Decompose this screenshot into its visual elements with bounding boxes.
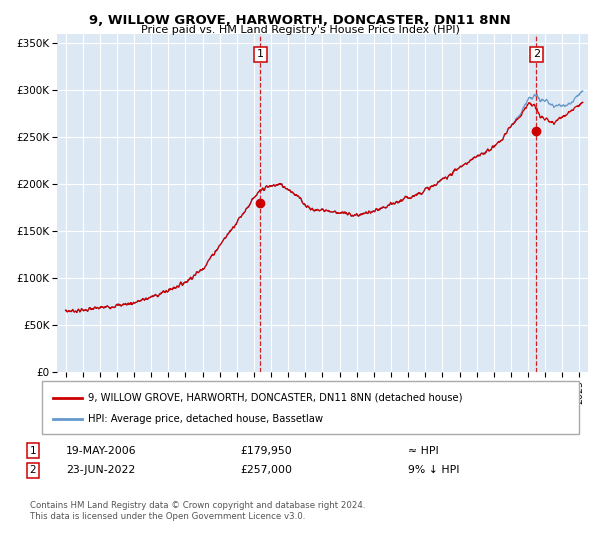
Text: Price paid vs. HM Land Registry's House Price Index (HPI): Price paid vs. HM Land Registry's House … bbox=[140, 25, 460, 35]
Text: 9, WILLOW GROVE, HARWORTH, DONCASTER, DN11 8NN (detached house): 9, WILLOW GROVE, HARWORTH, DONCASTER, DN… bbox=[88, 393, 462, 403]
Text: ≈ HPI: ≈ HPI bbox=[408, 446, 439, 456]
Text: 19-MAY-2006: 19-MAY-2006 bbox=[66, 446, 137, 456]
Text: 9, WILLOW GROVE, HARWORTH, DONCASTER, DN11 8NN: 9, WILLOW GROVE, HARWORTH, DONCASTER, DN… bbox=[89, 14, 511, 27]
Text: 1: 1 bbox=[29, 446, 37, 456]
FancyBboxPatch shape bbox=[42, 381, 579, 434]
Text: 2: 2 bbox=[29, 465, 37, 475]
Text: 1: 1 bbox=[257, 49, 264, 59]
Text: £257,000: £257,000 bbox=[240, 465, 292, 475]
Text: 9% ↓ HPI: 9% ↓ HPI bbox=[408, 465, 460, 475]
Text: £179,950: £179,950 bbox=[240, 446, 292, 456]
Text: 23-JUN-2022: 23-JUN-2022 bbox=[66, 465, 135, 475]
Text: Contains HM Land Registry data © Crown copyright and database right 2024.
This d: Contains HM Land Registry data © Crown c… bbox=[30, 501, 365, 521]
Text: HPI: Average price, detached house, Bassetlaw: HPI: Average price, detached house, Bass… bbox=[88, 414, 323, 424]
Text: 2: 2 bbox=[533, 49, 540, 59]
